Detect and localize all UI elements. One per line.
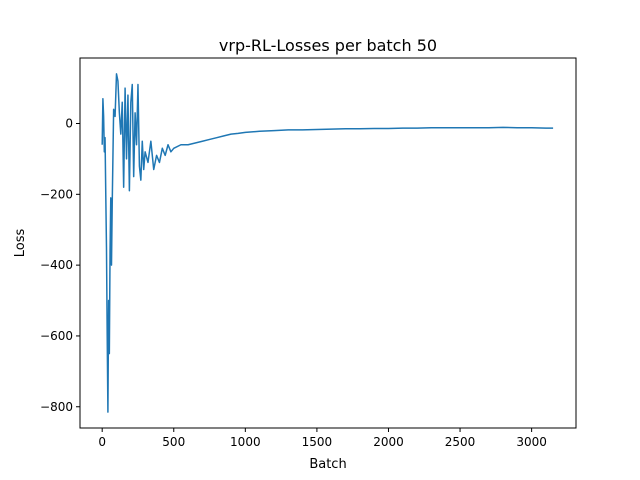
x-tick-label: 1500 bbox=[302, 435, 333, 449]
series-layer bbox=[101, 73, 554, 413]
chart-title: vrp-RL-Losses per batch 50 bbox=[219, 36, 437, 55]
x-tick-label: 2500 bbox=[445, 435, 476, 449]
x-tick-label: 0 bbox=[98, 435, 106, 449]
x-tick-label: 500 bbox=[162, 435, 185, 449]
series-line-0 bbox=[101, 73, 554, 413]
x-tick-label: 2000 bbox=[373, 435, 404, 449]
plot-frame bbox=[79, 57, 577, 429]
y-tick-label: −800 bbox=[40, 400, 73, 414]
y-tick-label: −400 bbox=[40, 258, 73, 272]
y-axis-label: Loss bbox=[13, 229, 28, 258]
x-tick-label: 1000 bbox=[230, 435, 261, 449]
y-axis: −800 −600 −400 −200 0 bbox=[40, 117, 80, 414]
x-axis: 0 500 1000 1500 2000 2500 3000 bbox=[98, 428, 547, 449]
x-axis-label: Batch bbox=[309, 457, 346, 472]
y-tick-label: −600 bbox=[40, 329, 73, 343]
y-tick-label: −200 bbox=[40, 187, 73, 201]
y-tick-label: 0 bbox=[65, 117, 73, 131]
x-tick-label: 3000 bbox=[516, 435, 547, 449]
